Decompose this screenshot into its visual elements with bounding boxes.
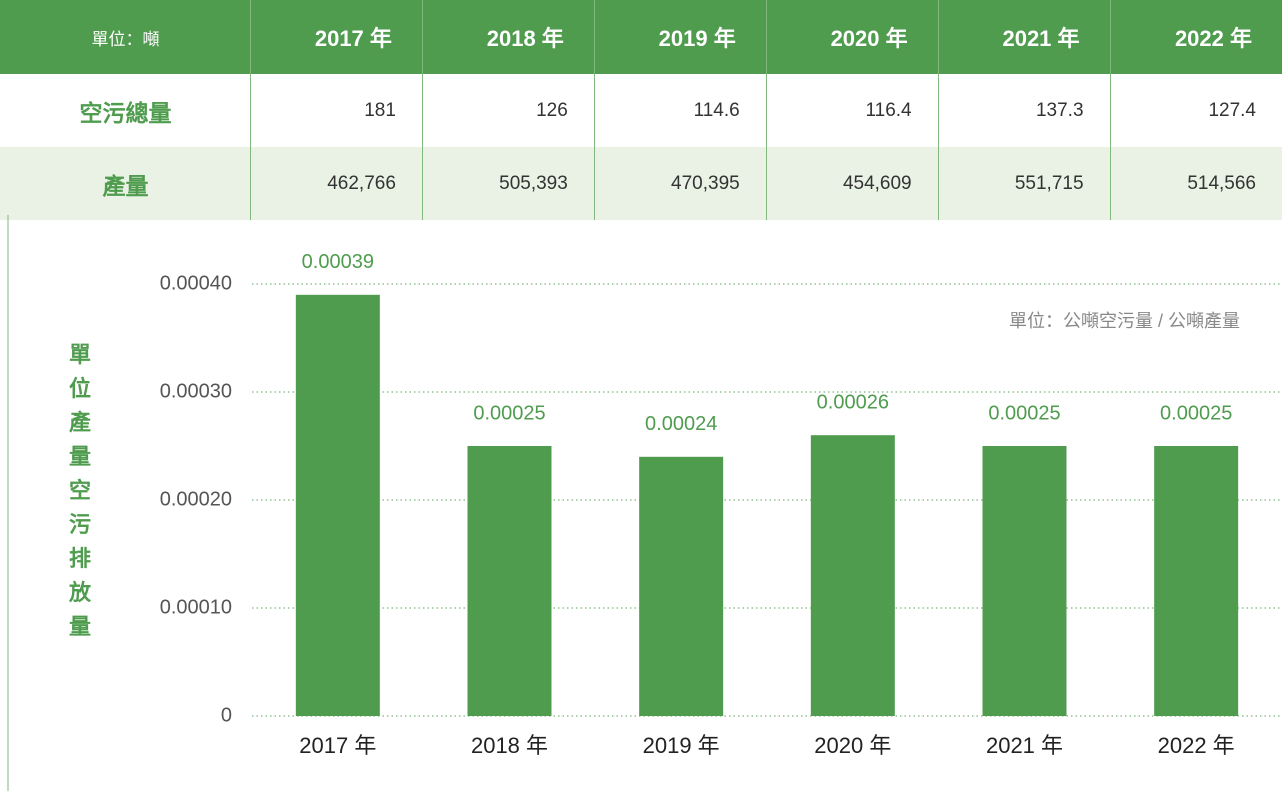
bar: [1154, 446, 1239, 716]
table-cell: 114.6: [593, 74, 767, 147]
table-cell: 2017 年: [250, 0, 423, 74]
table-cell: 2019 年: [593, 0, 767, 74]
y-tick-label: 0.00020: [160, 488, 232, 510]
bar: [467, 446, 552, 716]
x-tick-label: 2020 年: [814, 733, 891, 758]
table-row: 空污總量 181 126 114.6 116.4 137.3 127.4: [0, 74, 1282, 147]
unit-annotation: 單位：公噸空污量 / 公噸產量: [1009, 311, 1240, 331]
table-cell: 462,766: [250, 147, 423, 220]
data-label: 0.00026: [817, 391, 889, 413]
table-cell: 2022 年: [1109, 0, 1282, 74]
y-axis-label: 單位產量空污排放量: [68, 342, 92, 639]
table-cell: 127.4: [1109, 74, 1282, 147]
table-cell: 505,393: [421, 147, 595, 220]
x-tick-label: 2018 年: [471, 733, 548, 758]
table-cell: 2018 年: [421, 0, 595, 74]
data-label: 0.00025: [473, 402, 545, 424]
header-row: 單位：噸 2017 年 2018 年 2019 年 2020 年 2021 年 2022 年: [0, 0, 1282, 74]
y-tick-label: 0: [221, 704, 232, 726]
table-cell: 137.3: [937, 74, 1111, 147]
table-cell: 單位：噸: [0, 0, 251, 74]
table-cell: 181: [250, 74, 423, 147]
x-tick-label: 2022 年: [1158, 733, 1235, 758]
table-cell: 產量: [0, 147, 251, 220]
table-row: 產量 462,766 505,393 470,395 454,609 551,715 514…: [0, 147, 1282, 220]
y-tick-label: 0.00030: [160, 380, 232, 402]
data-label: 0.00025: [988, 402, 1060, 424]
table-cell: 116.4: [765, 74, 939, 147]
table-cell: 470,395: [593, 147, 767, 220]
bar: [982, 446, 1067, 716]
y-tick-label: 0.00010: [160, 596, 232, 618]
table-cell: 126: [421, 74, 595, 147]
data-label: 0.00025: [1160, 402, 1232, 424]
data-label: 0.00024: [645, 413, 717, 435]
bar: [295, 294, 380, 716]
data-label: 0.00039: [302, 251, 374, 273]
table-cell: 2020 年: [765, 0, 939, 74]
bar: [639, 456, 724, 716]
table-cell: 514,566: [1109, 147, 1282, 220]
table-cell: 551,715: [937, 147, 1111, 220]
data-table: 單位：噸 2017 年 2018 年 2019 年 2020 年 2021 年 2022 年…: [0, 0, 1282, 220]
bar: [810, 435, 895, 716]
table-cell: 2021 年: [937, 0, 1111, 74]
x-tick-label: 2021 年: [986, 733, 1063, 758]
x-tick-label: 2019 年: [643, 733, 720, 758]
y-tick-label: 0.00040: [160, 272, 232, 294]
table-cell: 空污總量: [79, 99, 172, 126]
x-tick-label: 2017 年: [299, 733, 376, 758]
table-cell: 454,609: [765, 147, 939, 220]
